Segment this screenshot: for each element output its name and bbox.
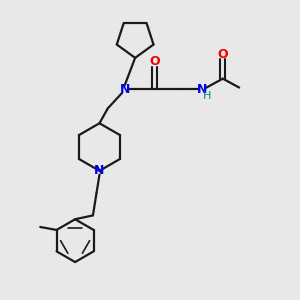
Text: N: N xyxy=(197,82,207,96)
Text: H: H xyxy=(202,91,211,100)
Text: O: O xyxy=(218,48,228,61)
Text: O: O xyxy=(149,55,160,68)
Text: N: N xyxy=(94,164,105,177)
Text: N: N xyxy=(119,82,130,96)
